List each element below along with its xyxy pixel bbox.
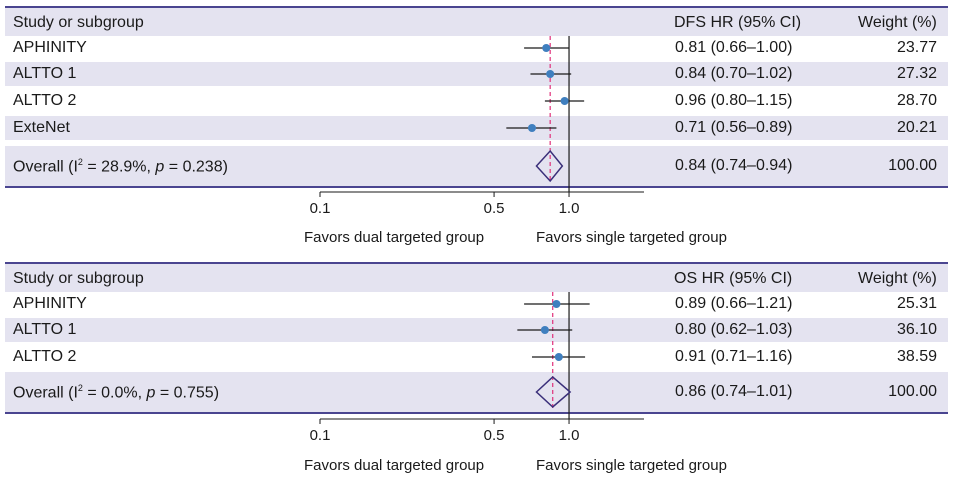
hr-ci-value: 0.81 (0.66–1.00) — [675, 39, 793, 56]
x-axis-tick-label: 0.1 — [310, 200, 331, 217]
overall-diamond — [535, 149, 564, 183]
x-axis-tick-label: 0.5 — [484, 200, 505, 217]
hr-ci-value: 0.80 (0.62–1.03) — [675, 321, 793, 338]
weight-value: 36.10 — [896, 321, 937, 338]
dfs-forest-plot: 0.1 0.5 1.0 — [310, 36, 644, 217]
table-row: ALTTO 2 0.91 (0.71–1.16) 38.59 — [5, 345, 948, 369]
study-column-header: Study or subgroup — [13, 14, 144, 31]
hr-ci-value: 0.89 (0.66–1.21) — [675, 295, 793, 312]
weight-value: 28.70 — [896, 92, 937, 109]
x-axis-tick-label: 0.1 — [310, 427, 331, 444]
x-axis-tick-label: 1.0 — [559, 200, 580, 217]
table-row: ALTTO 2 0.96 (0.80–1.15) 28.70 — [5, 89, 948, 113]
hr-ci-value: 0.84 (0.70–1.02) — [675, 65, 793, 82]
os-forest-panel: Study or subgroup OS HR (95% CI) Weight … — [0, 256, 958, 480]
point-estimate — [554, 353, 563, 361]
hr-ci-value: 0.96 (0.80–1.15) — [675, 92, 793, 109]
table-row: ALTTO 1 0.84 (0.70–1.02) 27.32 — [5, 62, 948, 86]
point-estimate — [540, 326, 549, 334]
study-column-header: Study or subgroup — [13, 270, 144, 287]
x-axis-tick-label: 0.5 — [484, 427, 505, 444]
overall-row: Overall (I2 = 0.0%, p = 0.755) 0.86 (0.7… — [5, 372, 948, 414]
study-label: ALTTO 1 — [13, 321, 77, 338]
estimate-column-header: OS HR (95% CI) — [674, 270, 793, 287]
table-header: Study or subgroup OS HR (95% CI) Weight … — [5, 262, 948, 292]
weight-value: 20.21 — [896, 119, 937, 136]
point-estimate — [542, 44, 551, 52]
table-row: APHINITY 0.89 (0.66–1.21) 25.31 — [5, 292, 948, 316]
table-row: ALTTO 1 0.80 (0.62–1.03) 36.10 — [5, 318, 948, 342]
hr-ci-value: 0.71 (0.56–0.89) — [675, 119, 793, 136]
overall-row: Overall (I2 = 28.9%, p = 0.238) 0.84 (0.… — [5, 146, 948, 188]
weight-value: 100.00 — [888, 157, 937, 174]
weight-value: 38.59 — [896, 348, 937, 365]
weight-value: 25.31 — [896, 295, 937, 312]
study-label: ALTTO 1 — [13, 65, 77, 82]
point-estimate — [527, 124, 536, 132]
favors-left-label: Favors dual targeted group — [304, 457, 485, 474]
hr-ci-value: 0.91 (0.71–1.16) — [675, 348, 793, 365]
x-axis-tick-label: 1.0 — [559, 427, 580, 444]
weight-value: 27.32 — [896, 65, 937, 82]
overall-label: Overall (I2 = 28.9%, p = 0.238) — [13, 157, 228, 176]
table-row: ExteNet 0.71 (0.56–0.89) 20.21 — [5, 116, 948, 140]
favors-right-label: Favors single targeted group — [536, 457, 727, 474]
weight-column-header: Weight (%) — [858, 14, 937, 31]
favors-left-label: Favors dual targeted group — [304, 229, 485, 246]
study-label: APHINITY — [13, 39, 87, 56]
study-label: ExteNet — [13, 119, 70, 136]
overall-label: Overall (I2 = 0.0%, p = 0.755) — [13, 383, 220, 402]
hr-ci-value: 0.84 (0.74–0.94) — [675, 157, 793, 174]
study-label: ALTTO 2 — [13, 92, 77, 109]
point-estimate — [552, 300, 561, 308]
estimate-column-header: DFS HR (95% CI) — [674, 14, 802, 31]
study-label: ALTTO 2 — [13, 348, 77, 365]
study-label: APHINITY — [13, 295, 87, 312]
overall-diamond — [535, 375, 572, 409]
favors-right-label: Favors single targeted group — [536, 229, 727, 246]
dfs-forest-panel: Study or subgroup DFS HR (95% CI) Weight… — [5, 6, 948, 246]
point-estimate — [560, 97, 569, 105]
hr-ci-value: 0.86 (0.74–1.01) — [675, 383, 793, 400]
table-row: APHINITY 0.81 (0.66–1.00) 23.77 — [5, 36, 948, 60]
os-forest-plot: 0.1 0.5 1.0 — [310, 292, 644, 444]
weight-value: 100.00 — [888, 383, 937, 400]
table-header: Study or subgroup DFS HR (95% CI) Weight… — [5, 6, 948, 36]
point-estimate — [546, 70, 555, 78]
weight-value: 23.77 — [896, 39, 937, 56]
weight-column-header: Weight (%) — [858, 270, 937, 287]
